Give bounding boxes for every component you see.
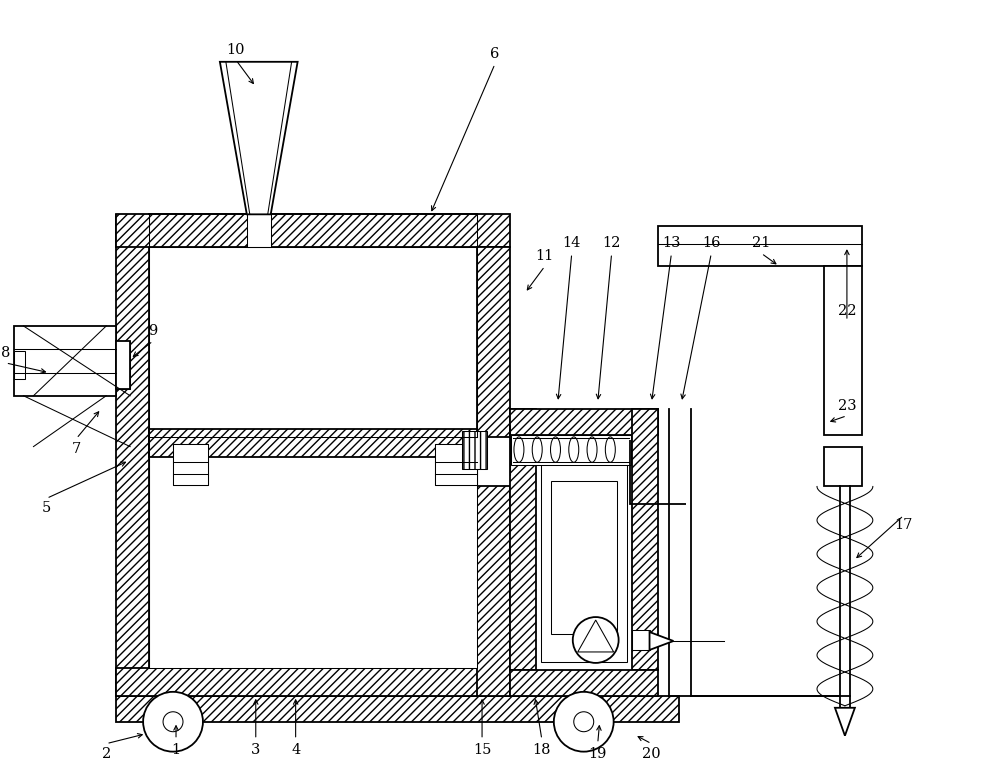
Bar <box>149 437 477 668</box>
Text: 20: 20 <box>642 747 661 760</box>
Text: 7: 7 <box>72 442 81 456</box>
Polygon shape <box>650 632 673 650</box>
Text: 15: 15 <box>473 743 491 757</box>
Text: 6: 6 <box>490 46 500 61</box>
Text: 18: 18 <box>533 743 551 757</box>
Bar <box>173 443 208 485</box>
Bar <box>477 247 510 437</box>
Text: 9: 9 <box>148 324 158 338</box>
Bar <box>116 214 510 247</box>
Bar <box>14 351 25 379</box>
Text: 1: 1 <box>171 743 181 757</box>
Text: 3: 3 <box>251 743 260 757</box>
Circle shape <box>554 692 614 751</box>
Bar <box>14 326 116 395</box>
Ellipse shape <box>514 437 524 463</box>
Bar <box>116 341 130 389</box>
Text: 12: 12 <box>602 236 621 250</box>
Text: 5: 5 <box>42 501 51 515</box>
Text: 10: 10 <box>227 43 245 57</box>
Text: 19: 19 <box>589 747 607 760</box>
Bar <box>510 408 658 434</box>
Ellipse shape <box>551 437 560 463</box>
Bar <box>658 226 862 266</box>
Bar <box>632 408 658 670</box>
Bar <box>462 431 487 469</box>
Circle shape <box>573 617 619 663</box>
Bar <box>116 216 149 696</box>
Bar <box>511 434 631 465</box>
Bar <box>435 443 477 485</box>
Text: 14: 14 <box>563 236 581 250</box>
Text: 2: 2 <box>102 747 111 760</box>
Text: 23: 23 <box>838 399 856 413</box>
Polygon shape <box>578 620 614 652</box>
Bar <box>551 482 617 634</box>
Bar <box>435 443 477 485</box>
Bar <box>632 630 650 650</box>
Bar <box>510 408 536 670</box>
Bar <box>149 429 477 456</box>
Text: 8: 8 <box>1 346 10 360</box>
Text: 16: 16 <box>702 236 721 250</box>
Ellipse shape <box>532 437 542 463</box>
Polygon shape <box>835 708 855 735</box>
Text: 22: 22 <box>838 304 856 318</box>
Ellipse shape <box>587 437 597 463</box>
Bar <box>477 486 510 696</box>
Bar <box>173 443 208 485</box>
Text: 17: 17 <box>895 518 913 533</box>
Bar <box>541 455 627 662</box>
Circle shape <box>574 712 594 732</box>
Circle shape <box>143 692 203 751</box>
Circle shape <box>163 712 183 732</box>
Text: 11: 11 <box>536 249 554 263</box>
Bar <box>116 341 130 389</box>
Bar <box>247 214 271 247</box>
Ellipse shape <box>569 437 579 463</box>
Bar <box>824 447 862 486</box>
Bar <box>510 670 658 696</box>
Text: 21: 21 <box>752 236 770 250</box>
Bar <box>116 696 679 722</box>
Ellipse shape <box>605 437 615 463</box>
Bar <box>116 668 510 696</box>
Text: 4: 4 <box>291 743 300 757</box>
Text: 13: 13 <box>662 236 681 250</box>
Polygon shape <box>220 62 298 214</box>
Bar <box>824 266 862 434</box>
